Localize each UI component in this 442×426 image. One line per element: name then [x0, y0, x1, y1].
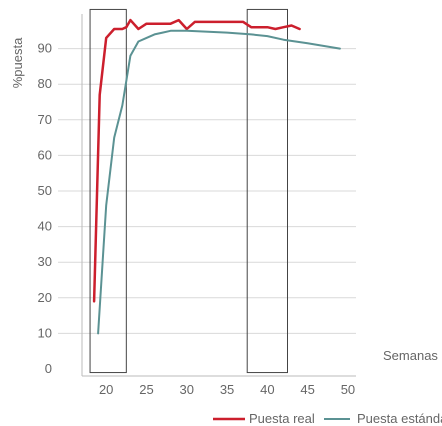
highlight-box-1 [89, 8, 127, 374]
x-tick-label-25: 25 [139, 382, 153, 397]
highlight-box-2 [246, 8, 289, 374]
y-tick-label-0: 0 [45, 361, 52, 376]
series-line-puesta-estandar [97, 29, 341, 335]
x-tick-label-40: 40 [260, 382, 274, 397]
y-tick-label-70: 70 [38, 112, 52, 127]
y-tick-label-60: 60 [38, 147, 52, 162]
series-line-puesta-real [92, 18, 301, 303]
y-tick-label-30: 30 [38, 254, 52, 269]
tick-labels: 0 10 20 30 40 50 60 70 80 90 20 25 30 35 40 45 50 [38, 41, 356, 397]
y-tick-label-80: 80 [38, 76, 52, 91]
x-tick-label-20: 20 [99, 382, 113, 397]
legend: Puesta real Puesta estándar [213, 411, 442, 426]
gridlines [58, 48, 356, 334]
x-tick-label-45: 45 [300, 382, 314, 397]
x-tick-label-50: 50 [341, 382, 355, 397]
highlight-boxes [89, 8, 289, 374]
y-tick-label-10: 10 [38, 325, 52, 340]
x-tick-label-30: 30 [180, 382, 194, 397]
legend-label-puesta-real: Puesta real [249, 411, 315, 426]
legend-label-puesta-estandar: Puesta estándar [357, 411, 442, 426]
y-axis-label: %puesta [10, 37, 25, 88]
series-lines [92, 18, 341, 335]
y-tick-label-20: 20 [38, 290, 52, 305]
x-tick-label-35: 35 [220, 382, 234, 397]
axes [81, 14, 356, 377]
y-tick-label-50: 50 [38, 183, 52, 198]
x-axis-label: Semanas [383, 348, 438, 363]
y-tick-label-40: 40 [38, 219, 52, 234]
y-tick-label-90: 90 [38, 41, 52, 56]
